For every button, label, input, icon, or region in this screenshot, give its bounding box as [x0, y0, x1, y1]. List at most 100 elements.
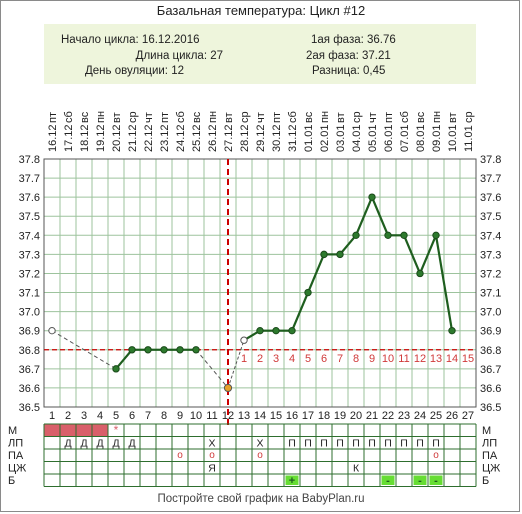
temperature-point [240, 336, 248, 344]
day-number-label: 25 [430, 410, 442, 422]
weekday-label: пт [47, 112, 59, 123]
date-label: 20.12 [111, 124, 123, 152]
weekday-label: сб [399, 111, 411, 123]
phase1-text: 1ая фаза: 36.76 [311, 34, 396, 46]
y-tick-label-right: 37.8 [480, 154, 501, 166]
luteal-day-number: 8 [353, 353, 359, 365]
y-tick-label-right: 36.8 [480, 345, 501, 357]
row-label-left: М [8, 425, 17, 437]
temperature-point [304, 288, 312, 297]
temperature-point [400, 231, 408, 240]
y-tick-label-right: 36.6 [480, 383, 501, 395]
spotting-marker: * [114, 423, 119, 437]
luteal-day-number: 15 [462, 353, 474, 365]
temperature-point [352, 231, 360, 240]
weekday-label: вс [415, 111, 427, 123]
day-number-label: 17 [302, 410, 314, 422]
ovulation-day-text: День овуляции: 12 [84, 65, 184, 77]
date-label: 27.12 [223, 124, 235, 152]
y-tick-label-right: 37.4 [480, 230, 501, 242]
weekday-label: пт [271, 112, 283, 123]
y-tick-label-right: 37.5 [480, 211, 501, 223]
luteal-day-number: 7 [337, 353, 343, 365]
day-number-label: 1 [49, 410, 55, 422]
test-marker: - [434, 475, 438, 487]
cycle-info-panel: Начало цикла: 16.12.2016 Длина цикла: 27… [44, 24, 476, 84]
date-label: 31.12 [287, 124, 299, 152]
temperature-segment [227, 340, 245, 389]
row-label-right: ЦЖ [482, 463, 500, 475]
weekday-label: вт [335, 112, 347, 123]
y-tick-label-left: 37.1 [19, 288, 40, 300]
temperature-segment [306, 253, 326, 293]
symptom-cell: о [257, 450, 263, 461]
y-tick-label-right: 36.7 [480, 364, 501, 376]
temperature-gap-segment [195, 349, 229, 389]
weekday-label: ср [239, 111, 251, 123]
day-number-label: 5 [113, 410, 119, 422]
symptom-cell: Д [64, 438, 71, 450]
temperature-segment [402, 234, 422, 274]
weekday-label: сб [175, 111, 187, 123]
date-label: 16.12 [47, 124, 59, 152]
day-number-label: 26 [446, 410, 458, 422]
day-number-label: 8 [161, 410, 167, 422]
date-label: 06.01 [383, 124, 395, 152]
symptom-cell: Х [208, 438, 215, 450]
weekday-label: вт [447, 112, 459, 123]
symptom-cell: Д [128, 438, 135, 450]
date-label: 11.01 [463, 125, 475, 152]
symptom-cell: о [433, 450, 439, 461]
day-number-label: 24 [414, 410, 426, 422]
symptom-cell: П [400, 438, 408, 450]
symptom-cell: П [432, 438, 440, 450]
date-label: 01.01 [303, 124, 315, 152]
temperature-segment [115, 349, 133, 370]
temperature-point [416, 269, 424, 278]
y-tick-label-right: 37.2 [480, 268, 501, 280]
symptom-cell: Х [256, 438, 263, 450]
day-number-label: 3 [81, 410, 87, 422]
weekday-label: сб [287, 111, 299, 123]
temperature-gap-segment [51, 330, 117, 370]
day-number-label: 10 [190, 410, 202, 422]
weekday-label: пн [431, 111, 443, 123]
date-label: 07.01 [399, 124, 411, 152]
temperature-segment [434, 235, 454, 331]
date-label: 04.01 [351, 124, 363, 152]
date-label: 23.12 [159, 124, 171, 152]
weekday-label: ср [351, 111, 363, 123]
date-label: 21.12 [127, 124, 139, 152]
y-tick-label-left: 36.9 [19, 326, 40, 338]
test-marker: - [418, 475, 422, 487]
weekday-label: чт [255, 112, 267, 123]
row-label-left: ПА [8, 450, 24, 462]
day-number-label: 18 [318, 410, 330, 422]
row-label-right: ПА [482, 450, 498, 462]
symptom-cell: П [304, 438, 312, 450]
date-label: 05.01 [367, 124, 379, 152]
y-tick-label-left: 37.7 [19, 173, 40, 185]
symptom-cell: П [368, 438, 376, 450]
row-label-left: ЛП [8, 438, 23, 450]
temperature-point [368, 193, 376, 201]
symptom-cell: П [320, 438, 328, 450]
temperature-point [336, 250, 344, 259]
day-number-label: 9 [177, 410, 183, 422]
temperature-point [48, 326, 56, 335]
date-label: 17.12 [63, 124, 75, 152]
luteal-day-number: 14 [446, 353, 458, 365]
test-marker-bg [285, 475, 299, 485]
weekday-label: пн [319, 111, 331, 123]
row-label-left: ЦЖ [8, 463, 26, 475]
y-tick-label-right: 36.5 [480, 402, 501, 414]
y-tick-label-left: 37.0 [19, 307, 40, 319]
temperature-point [272, 326, 280, 335]
day-number-label: 27 [462, 410, 474, 422]
temperature-point [112, 365, 120, 373]
symptom-cell: о [177, 450, 183, 461]
weekday-label: пт [383, 112, 395, 123]
luteal-day-number: 10 [382, 353, 394, 365]
day-number-label: 23 [398, 410, 410, 422]
